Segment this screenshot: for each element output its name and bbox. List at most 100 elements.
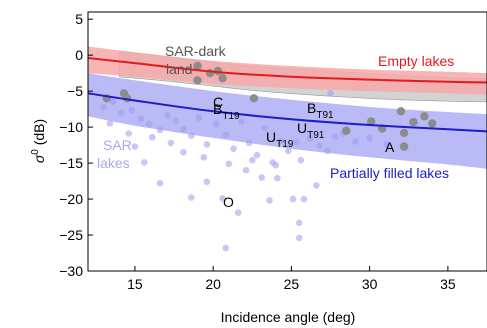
sar-lake-point-18: [253, 151, 261, 159]
label-b-t91-main: B: [307, 100, 316, 116]
sar-lake-point-24: [297, 156, 305, 164]
sar-lake-point-52: [180, 149, 187, 156]
dark-land-point-13: [399, 128, 409, 138]
x-tick-label-20: 20: [205, 276, 221, 292]
dark-land-point-10: [367, 117, 376, 126]
dark-land-point-3: [193, 61, 202, 71]
sar-lake-point-44: [289, 195, 297, 203]
sar-lake-point-58: [125, 130, 132, 137]
x-axis-ticks: 15 20 25 30 35: [127, 266, 456, 292]
sar-lake-point-49: [242, 167, 250, 174]
label-u-t19: UT19: [266, 129, 294, 150]
sar-lake-point-11: [195, 114, 203, 122]
sar-lake-point-16: [238, 118, 245, 125]
sar-lake-point-19: [261, 124, 269, 132]
dark-land-point-14: [409, 117, 418, 127]
x-tick-label-35: 35: [440, 276, 456, 292]
sar-lake-point-21: [277, 137, 284, 145]
y-tick-label--25: −25: [59, 227, 83, 243]
empty-lakes-band: [88, 46, 487, 95]
y-tick-label--20: −20: [59, 191, 83, 207]
label-u-t91-main: U: [297, 120, 307, 136]
sar-lake-point-45: [295, 219, 303, 227]
sar-lake-point-25: [306, 135, 314, 142]
y-tick-label--30: −30: [59, 263, 83, 279]
sar-lake-point-14: [222, 131, 229, 139]
sar-lake-point-23: [292, 138, 300, 146]
sar-lake-point-12: [203, 141, 211, 148]
dark-land-point-4: [193, 76, 202, 85]
sar-lake-point-9: [180, 126, 187, 133]
plot-area: [88, 46, 487, 252]
partially-filled-lakes-label: Partially filled lakes: [330, 165, 449, 181]
sar-lake-point-48: [313, 182, 320, 189]
sar-lake-point-15: [230, 145, 237, 152]
sar-lake-point-54: [225, 160, 233, 168]
sar-lake-point-56: [272, 161, 280, 169]
sar-lakes-label-line1: SAR: [103, 137, 132, 153]
label-u-t91: UT91: [297, 120, 325, 141]
label-c: C: [213, 94, 223, 110]
partially-filled-lakes-line: [88, 92, 487, 133]
sar-lake-point-36: [188, 194, 195, 201]
y-axis-ticks: 5 0 −5 −10 −15 −20 −25 −30: [59, 11, 93, 279]
dark-land-point-16: [399, 142, 409, 151]
y-tick-label--15: −15: [59, 155, 83, 171]
empty-lakes-line: [88, 57, 487, 84]
dark-land-point-15: [420, 112, 429, 121]
sar-lake-point-33: [131, 143, 139, 150]
y-axis-unit: (dB): [31, 119, 47, 149]
sar-lake-point-59: [327, 90, 334, 97]
sar-dark-land-label-line2: land: [166, 61, 192, 77]
label-b-t19-main: B: [213, 101, 222, 117]
sar-lake-point-57: [106, 120, 114, 127]
sar-lake-point-42: [266, 197, 273, 204]
label-u-t19-sub: T19: [276, 139, 294, 150]
dark-land-point-7: [218, 74, 227, 83]
y-axis-title: σ0 (dB): [30, 119, 47, 163]
sar-lake-point-47: [295, 234, 303, 242]
sar-lake-point-38: [219, 195, 226, 202]
sar-lake-point-2: [117, 109, 125, 116]
y-tick-label--5: −5: [67, 83, 83, 99]
plot-frame: [87, 11, 487, 272]
dark-land-point-9: [342, 126, 351, 135]
sar-lake-point-5: [145, 120, 153, 128]
sar-lake-point-40: [234, 209, 242, 216]
label-b-t91: BT91: [307, 100, 334, 121]
sar-lake-point-53: [200, 154, 208, 161]
x-tick-label-15: 15: [127, 276, 143, 292]
label-a: A: [385, 139, 395, 155]
label-b-t91-sub: T91: [316, 110, 334, 121]
sar-lake-point-37: [203, 178, 211, 186]
label-u-t19-main: U: [266, 129, 276, 145]
sar-lake-point-3: [128, 106, 136, 114]
sar-lake-point-26: [316, 142, 323, 150]
x-tick-label-30: 30: [362, 276, 378, 292]
sar-lakes-label-line2: lakes: [97, 155, 130, 171]
sar-lake-point-32: [383, 141, 391, 148]
sar-lake-point-55: [249, 156, 256, 164]
sar-lake-point-13: [213, 120, 220, 128]
sar-lake-point-41: [258, 174, 266, 181]
sar-dark-land-label-line1: SAR-dark: [165, 43, 227, 59]
sar-lake-point-6: [156, 126, 164, 134]
dark-land-point-8: [249, 94, 259, 103]
sar-lake-point-4: [137, 115, 145, 122]
sar-lake-point-28: [331, 133, 339, 140]
y-axis-superscript: 0: [30, 149, 41, 155]
label-o: O: [223, 194, 234, 210]
sar-lake-point-17: [245, 139, 253, 147]
y-axis-symbol: σ: [31, 154, 47, 163]
label-b-t19: BT19: [213, 101, 240, 122]
sar-lake-point-50: [148, 133, 156, 141]
sar-lake-point-35: [156, 179, 164, 187]
sar-lake-point-46: [300, 195, 308, 203]
label-b-t19-sub: T19: [222, 111, 240, 122]
dark-land-point-17: [428, 119, 437, 128]
x-tick-label-25: 25: [284, 276, 300, 292]
sar-lake-point-43: [274, 174, 281, 182]
sar-lake-point-8: [172, 117, 179, 124]
sar-lake-point-7: [164, 112, 172, 119]
